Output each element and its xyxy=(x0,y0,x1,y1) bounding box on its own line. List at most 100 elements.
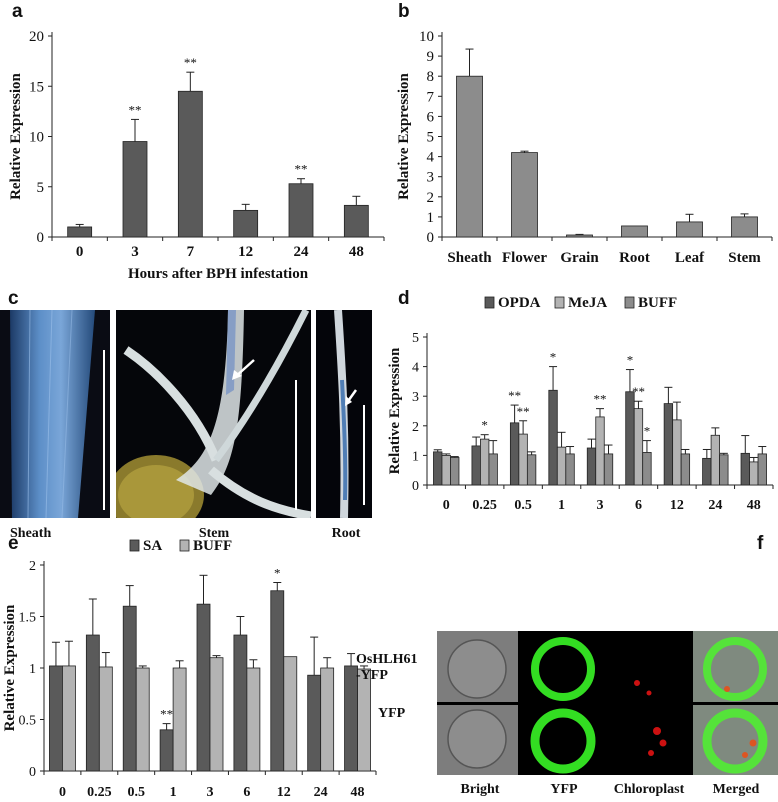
bar xyxy=(441,454,451,486)
bar xyxy=(595,416,605,486)
x-tick-label: 3 xyxy=(207,785,214,800)
significance-mark: * xyxy=(274,566,281,581)
significance-mark: * xyxy=(550,350,557,365)
x-tick-label: 0 xyxy=(59,785,66,800)
x-tick-label: Stem xyxy=(728,250,761,266)
panel-letter-a: a xyxy=(12,1,23,22)
bar xyxy=(67,226,93,238)
y-tick-label: 4 xyxy=(412,361,419,376)
bar xyxy=(177,90,203,238)
significance-mark: * xyxy=(481,418,488,433)
panel-letter-f: f xyxy=(757,533,764,554)
y-tick-label: 0 xyxy=(427,230,435,246)
legend-label: SA xyxy=(143,538,162,554)
stem-photo xyxy=(116,310,311,518)
x-tick-label: 12 xyxy=(238,244,253,260)
x-tick-label: 24 xyxy=(708,498,722,513)
y-axis-title: Relative Expression xyxy=(387,347,403,474)
bar xyxy=(233,634,248,772)
x-tick-label: 48 xyxy=(747,498,761,513)
bar xyxy=(159,729,174,772)
caption-stem: Stem xyxy=(198,526,230,541)
y-tick-label: 10 xyxy=(419,29,434,45)
bar xyxy=(343,204,369,238)
f-col-label-merged: Merged xyxy=(712,782,760,797)
x-tick-label: 12 xyxy=(277,785,291,800)
bar xyxy=(85,634,100,772)
y-tick-label: 0 xyxy=(412,479,419,494)
x-tick-label: 12 xyxy=(670,498,684,513)
y-tick-label: 5 xyxy=(427,130,435,146)
y-tick-label: 3 xyxy=(412,390,419,405)
bar xyxy=(642,452,652,486)
panel-letter-c: c xyxy=(8,288,19,309)
sheath-photo xyxy=(0,310,110,518)
sheath-image xyxy=(10,310,105,518)
bar xyxy=(480,438,490,486)
bar xyxy=(433,451,443,486)
bar xyxy=(270,590,285,772)
bar xyxy=(196,603,211,772)
x-tick-label: 48 xyxy=(351,785,365,800)
significance-mark: ** xyxy=(160,707,173,722)
x-tick-label: Leaf xyxy=(675,250,705,266)
x-axis-title: Hours after BPH infestation xyxy=(128,266,309,282)
x-tick-label: 6 xyxy=(243,785,250,800)
bar xyxy=(719,454,729,486)
bar xyxy=(122,141,148,238)
x-tick-label: 1 xyxy=(170,785,177,800)
bar xyxy=(663,403,674,486)
root-image xyxy=(334,310,365,518)
bar xyxy=(233,209,259,238)
x-tick-label: 0.5 xyxy=(514,498,532,513)
bar xyxy=(172,667,187,772)
legend-swatch xyxy=(554,296,565,309)
x-tick-label: 7 xyxy=(187,244,195,260)
y-tick-label: 6 xyxy=(427,109,435,125)
y-tick-label: 0.5 xyxy=(19,714,37,729)
x-tick-label: 3 xyxy=(597,498,604,513)
bar xyxy=(122,605,137,772)
bar xyxy=(307,674,322,772)
legend-swatch xyxy=(484,296,495,309)
caption-root: Root xyxy=(331,526,361,541)
y-tick-label: 20 xyxy=(29,29,44,45)
bar xyxy=(283,656,298,772)
f-row-label-yfp: YFP xyxy=(378,706,406,721)
significance-mark: * xyxy=(627,353,634,368)
bar xyxy=(518,433,528,486)
x-tick-label: 1 xyxy=(558,498,565,513)
bar xyxy=(62,665,76,772)
y-tick-label: 15 xyxy=(29,79,44,95)
y-tick-label: 2 xyxy=(29,559,36,574)
panel-letter-d: d xyxy=(398,288,410,309)
significance-mark: ** xyxy=(594,392,607,407)
x-tick-label: Grain xyxy=(560,250,599,266)
bar xyxy=(625,391,635,486)
y-tick-label: 1 xyxy=(412,449,419,464)
fluorescence-grid xyxy=(437,631,778,775)
bar xyxy=(320,667,335,772)
significance-mark: ** xyxy=(184,55,197,70)
bar xyxy=(456,75,483,238)
bar xyxy=(757,453,767,486)
bar xyxy=(702,457,712,486)
y-tick-label: 0 xyxy=(37,230,45,246)
bar xyxy=(511,152,538,238)
bar xyxy=(49,665,63,772)
bar xyxy=(710,434,720,486)
x-tick-label: 24 xyxy=(294,244,310,260)
y-axis-title: Relative Expression xyxy=(396,72,412,199)
x-tick-label: Flower xyxy=(502,250,547,266)
caption-sheath: Sheath xyxy=(10,526,52,541)
bar xyxy=(556,446,567,486)
y-tick-label: 8 xyxy=(427,69,435,85)
f-grid xyxy=(437,631,778,775)
f-row-label-oshlh61-yfp: OsHLH61 -YFP xyxy=(356,652,418,683)
x-tick-label: 0.25 xyxy=(472,498,497,513)
bar xyxy=(676,221,703,238)
x-tick-label: 48 xyxy=(349,244,364,260)
legend-label: OPDA xyxy=(498,295,541,311)
y-tick-label: 7 xyxy=(427,89,435,105)
bar xyxy=(740,452,750,486)
